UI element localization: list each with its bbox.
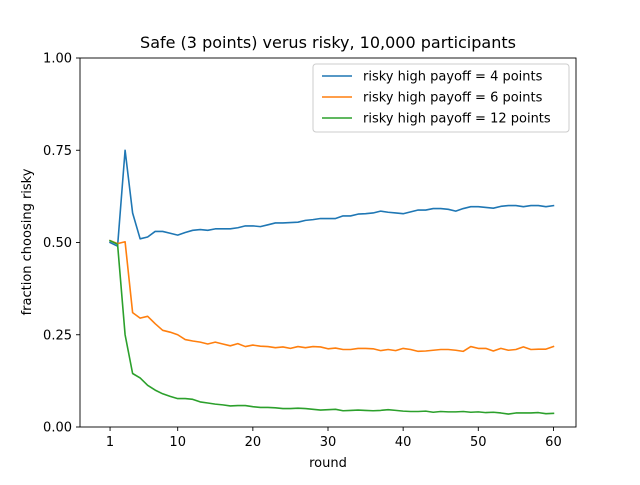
x-tick-label: 10 — [169, 435, 186, 450]
series-line-2 — [109, 239, 555, 353]
y-tick-label: 0.25 — [43, 328, 72, 343]
legend-label-3: risky high payoff = 12 points — [363, 112, 551, 127]
series-line-3 — [108, 239, 555, 415]
x-tick-label: 20 — [245, 435, 262, 450]
plot-area: 1 10 20 30 40 50 60 0.00 0.25 0.50 0.75 1.00 — [43, 52, 577, 450]
y-tick-label: 0.00 — [43, 421, 72, 436]
x-tick-label: 50 — [470, 435, 487, 450]
x-tick-label: 40 — [395, 435, 412, 450]
x-tick-label: 1 — [106, 435, 114, 450]
series-line-1 — [108, 149, 555, 247]
x-tick-label: 30 — [320, 435, 337, 450]
y-tick-label: 0.50 — [43, 236, 72, 251]
legend-label-1: risky high payoff = 4 points — [363, 70, 543, 85]
legend-label-2: risky high payoff = 6 points — [363, 91, 543, 106]
y-tick-label: 0.75 — [43, 144, 72, 159]
legend: risky high payoff = 4 points risky high p… — [312, 63, 570, 133]
y-axis-label: fraction choosing risky — [20, 168, 35, 315]
x-tick-label: 60 — [545, 435, 562, 450]
y-tick-label: 1.00 — [43, 52, 72, 67]
x-axis-label: round — [309, 456, 347, 471]
chart-title: Safe (3 points) verus risky, 10,000 part… — [140, 33, 516, 52]
legend-box — [312, 63, 570, 133]
